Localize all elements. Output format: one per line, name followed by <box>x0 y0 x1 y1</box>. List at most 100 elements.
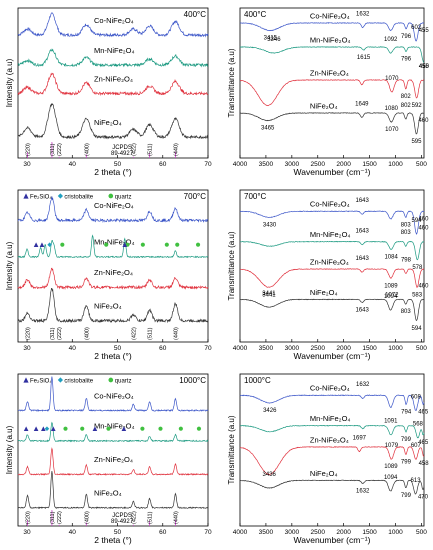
marker-circle <box>175 242 180 247</box>
band-label: 799 <box>401 437 412 443</box>
panel-xrd-700: 30 40 50 60 70 2 theta (°) Intensity (a.u) 700°… <box>5 189 212 361</box>
marker-circle <box>108 377 114 383</box>
temperature-label: 700°C <box>244 192 267 201</box>
marker-circle <box>60 242 65 247</box>
x-tick-label: 4000 <box>233 161 248 168</box>
series-line-mn-nife-o <box>17 234 209 259</box>
marker-diamond <box>44 426 50 432</box>
band-label: 602 <box>411 25 422 31</box>
plot-frame <box>17 373 209 527</box>
hkl-label-311: (311) <box>50 511 56 524</box>
hkl-label-400: (400) <box>84 511 90 524</box>
hkl-label-400: (400) <box>84 143 90 156</box>
series-label-mn-nife-o: Mn-NiFe₂O₄ <box>310 230 351 239</box>
series-label-nife-o: NiFe₂O₄ <box>310 102 338 111</box>
band-label: 1091 <box>384 419 398 425</box>
y-axis-label: Intensity (a.u) <box>5 58 14 107</box>
marker-circle <box>108 193 114 199</box>
plot-frame <box>239 189 425 343</box>
hkl-label-222: (222) <box>57 143 63 156</box>
x-tick-label: 60 <box>159 345 167 352</box>
x-tick-label: 70 <box>204 529 212 536</box>
x-tick-label: 2500 <box>311 161 326 168</box>
marker-circle <box>158 426 163 431</box>
marker-circle <box>125 242 130 247</box>
legend-cristobalite: cristobalite <box>64 195 93 201</box>
hkl-label-220: (220) <box>26 143 32 156</box>
band-label: 460 <box>418 118 429 124</box>
series-line-zn-nife-o <box>240 79 425 107</box>
panel-xrd-1000: 30 40 50 60 70 2 theta (°) Intensity (a.u) 1000… <box>5 373 212 545</box>
hkl-label-422: (422) <box>131 511 137 524</box>
x-tick-label: 1500 <box>362 529 377 536</box>
x-tick-label: 2500 <box>311 345 326 352</box>
band-label: 465 <box>418 440 429 446</box>
band-label: 1094 <box>384 475 398 481</box>
temperature-label: 1000°C <box>179 376 206 385</box>
marker-circle <box>140 426 145 431</box>
series-line-zn-nife-o <box>17 447 209 476</box>
series-line-nife-o <box>17 471 209 510</box>
band-label: 450 <box>419 64 430 70</box>
series-label-zn-nife-o: Zn-NiFe₂O₄ <box>94 268 133 277</box>
hkl-label-222: (222) <box>57 327 63 340</box>
x-tick-label: 40 <box>69 345 77 352</box>
band-label: 799 <box>401 460 412 466</box>
band-label: 3465 <box>261 126 275 132</box>
x-tick-label: 50 <box>114 529 122 536</box>
band-label: 803 <box>401 309 412 315</box>
band-label: 594 <box>412 218 423 224</box>
x-axis-label: 2 theta (°) <box>94 535 132 545</box>
x-tick-label: 4000 <box>233 529 248 536</box>
temperature-label: 400°C <box>184 10 207 19</box>
series-line-zn-nife-o <box>239 446 425 476</box>
series-label-co-nife-o: Co-NiFe₂O₄ <box>94 16 134 25</box>
band-label: 3426 <box>263 408 277 414</box>
band-label: 594 <box>412 326 423 332</box>
x-tick-label: 1000 <box>388 529 403 536</box>
hkl-label-220: (220) <box>26 327 32 340</box>
series-label-nife-o: NiFe₂O₄ <box>310 469 338 478</box>
series-label-co-nife-o: Co-NiFe₂O₄ <box>310 384 350 393</box>
marker-triangle <box>50 426 56 432</box>
marker-circle <box>106 426 111 431</box>
series-label-zn-nife-o: Zn-NiFe₂O₄ <box>310 435 349 444</box>
series-line-mn-nife-o <box>239 424 425 439</box>
x-axis-label: Wavenumber (cm⁻¹) <box>294 167 371 177</box>
band-label: 3430 <box>263 222 277 228</box>
legend-fe-sio: Fe₂SiO₄ <box>30 379 52 385</box>
marker-circle <box>104 242 109 247</box>
band-label: 802 <box>401 103 412 109</box>
x-tick-label: 2500 <box>311 529 326 536</box>
band-label: 1643 <box>355 308 369 314</box>
band-label: 799 <box>401 493 412 499</box>
y-axis-label: Transmittance (a.u) <box>227 415 236 484</box>
reference-label: JCPDS <box>112 145 132 151</box>
x-tick-label: 60 <box>159 161 167 168</box>
series-line-zn-nife-o <box>239 268 425 289</box>
x-tick-label: 60 <box>159 529 167 536</box>
series-line-mn-nife-o <box>239 46 425 63</box>
series-label-mn-nife-o: Mn-NiFe₂O₄ <box>94 46 135 55</box>
band-label: 470 <box>418 495 429 501</box>
marker-diamond <box>57 193 63 199</box>
band-label: 1632 <box>356 12 370 18</box>
x-tick-label: 40 <box>69 529 77 536</box>
series-label-nife-o: NiFe₂O₄ <box>310 288 338 297</box>
series-label-mn-nife-o: Mn-NiFe₂O₄ <box>94 238 135 247</box>
legend-fe-sio: Fe₂SiO₄ <box>30 195 52 201</box>
x-axis-label: Wavenumber (cm⁻¹) <box>294 535 371 545</box>
band-label: 796 <box>401 57 412 63</box>
band-label: 1070 <box>385 76 399 82</box>
hkl-label-511: (511) <box>148 143 154 156</box>
band-label: 3415 <box>264 36 278 42</box>
series-line-nife-o <box>239 479 425 495</box>
x-axis-label: 2 theta (°) <box>94 351 132 361</box>
legend-quartz: quartz <box>115 195 132 201</box>
band-label: 592 <box>412 103 423 109</box>
hkl-label-511: (511) <box>148 327 154 340</box>
panel-xrd-400: 30 40 50 60 70 2 theta (°) Intensity (a.u) 400°… <box>5 7 212 177</box>
x-tick-label: 1000 <box>388 161 403 168</box>
marker-circle <box>164 242 169 247</box>
